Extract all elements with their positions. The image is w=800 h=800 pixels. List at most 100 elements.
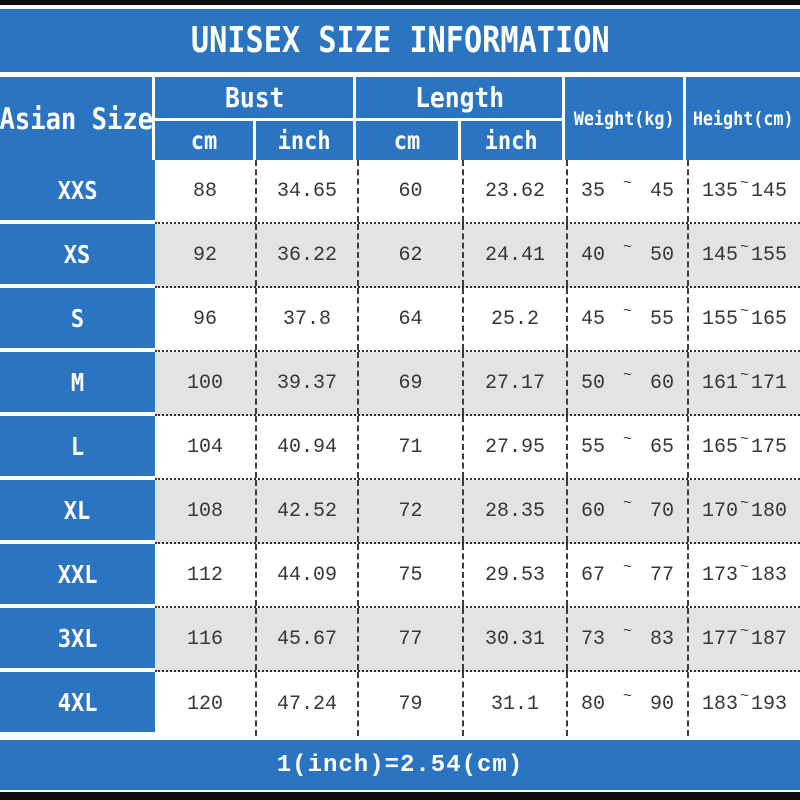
length-cm-value: 75 [357,544,462,606]
bust-cm-value: 88 [192,179,217,203]
height-min: 155 [702,307,739,331]
page-title: UNISEX SIZE INFORMATION [190,20,610,61]
tilde-separator: ~ [622,238,632,256]
height-range: 145 ~155 [687,224,800,286]
header-length-label: Length [414,80,504,114]
height-max: 165 [750,307,787,331]
bust-inch-value: 39.37 [255,352,357,414]
bust-cm-value: 112 [186,563,223,587]
weight-min: 55 [581,435,606,459]
weight-min: 40 [581,243,606,267]
weight-max: 45 [649,179,674,203]
height-min: 165 [702,435,739,459]
header-length-inch-label: inch [484,125,538,155]
length-inch-value: 30.31 [462,608,566,670]
weight-min: 50 [581,371,606,395]
tilde-separator: ~ [622,494,632,512]
divider [0,736,800,740]
size-label: 3XL [57,623,98,653]
height-range: 173 ~183 [687,544,800,606]
weight-range: 55 ~65 [566,416,687,478]
header-group-length: Length cm inch [356,77,562,160]
weight-range: 35 ~45 [566,160,687,222]
footer-band: 1(inch)=2.54(cm) [0,740,800,790]
tilde-separator: ~ [739,558,749,576]
size-label: XS [64,239,91,269]
table-row-xxl: XXL 112 44.09 75 29.53 67 ~77 173 ~183 [0,544,800,608]
tilde-separator: ~ [622,622,632,640]
length-inch-value: 28.35 [462,480,566,542]
length-inch-value: 25.2 [462,288,566,350]
size-label: L [70,431,85,461]
header-weight: Weight(kg) [564,77,683,160]
header-bust: Bust [155,77,354,118]
row-data: 104 40.94 71 27.95 55 ~65 165 ~175 [155,416,800,480]
bust-cm-value: 96 [192,307,217,331]
length-inch-value: 27.95 [462,416,566,478]
weight-max: 70 [649,499,674,523]
height-range: 161 ~171 [687,352,800,414]
size-cell: 3XL [0,608,155,672]
height-min: 173 [702,563,739,587]
table-header-row: Asian Size Bust cm inch Length cm [0,77,800,160]
weight-min: 80 [581,692,606,716]
length-cm-value: 69 [357,352,462,414]
size-cell: XXS [0,160,155,224]
weight-range: 80 ~90 [566,672,687,736]
row-data: 96 37.8 64 25.2 45 ~55 155 ~165 [155,288,800,352]
size-cell: M [0,352,155,416]
height-max: 183 [750,563,787,587]
size-label: S [70,303,85,333]
header-bust-cm: cm [155,120,253,160]
height-range: 183 ~193 [687,672,800,736]
tilde-separator: ~ [739,622,749,640]
tilde-separator: ~ [622,558,632,576]
weight-range: 40 ~50 [566,224,687,286]
size-cell: XXL [0,544,155,608]
length-cm-value: 71 [357,416,462,478]
height-range: 165 ~175 [687,416,800,478]
bust-inch-value: 42.52 [255,480,357,542]
weight-min: 45 [581,307,606,331]
weight-range: 73 ~83 [566,608,687,670]
weight-max: 77 [649,563,674,587]
length-cm-value: 77 [357,608,462,670]
tilde-separator: ~ [739,302,749,320]
length-cm-value: 62 [357,224,462,286]
bust-inch-value: 34.65 [255,160,357,222]
length-inch-value: 23.62 [462,160,566,222]
tilde-separator: ~ [622,687,632,705]
height-max: 180 [750,499,787,523]
height-range: 135 ~145 [687,160,800,222]
tilde-separator: ~ [622,302,632,320]
table-row-xxs: XXS 88 34.65 60 23.62 35 ~45 135 ~145 [0,160,800,224]
weight-min: 67 [581,563,606,587]
height-max: 145 [750,179,787,203]
header-height: Height(cm) [685,77,800,160]
height-min: 183 [702,692,739,716]
row-data: 108 42.52 72 28.35 60 ~70 170 ~180 [155,480,800,544]
height-max: 171 [750,371,787,395]
tilde-separator: ~ [739,687,749,705]
bust-inch-value: 40.94 [255,416,357,478]
size-cell: S [0,288,155,352]
height-min: 170 [702,499,739,523]
divider [0,72,800,77]
header-length: Length [356,77,562,118]
bust-inch-value: 37.8 [255,288,357,350]
size-cell: L [0,416,155,480]
divider [0,5,800,9]
size-label: M [70,367,85,397]
header-length-cm-label: cm [393,125,421,155]
weight-max: 90 [649,692,674,716]
header-group-bust: Bust cm inch [155,77,354,160]
weight-max: 50 [649,243,674,267]
weight-max: 83 [649,627,674,651]
weight-max: 60 [649,371,674,395]
weight-max: 55 [649,307,674,331]
bust-inch-value: 45.67 [255,608,357,670]
weight-range: 67 ~77 [566,544,687,606]
row-data: 100 39.37 69 27.17 50 ~60 161 ~171 [155,352,800,416]
header-length-subrow: cm inch [356,120,562,160]
